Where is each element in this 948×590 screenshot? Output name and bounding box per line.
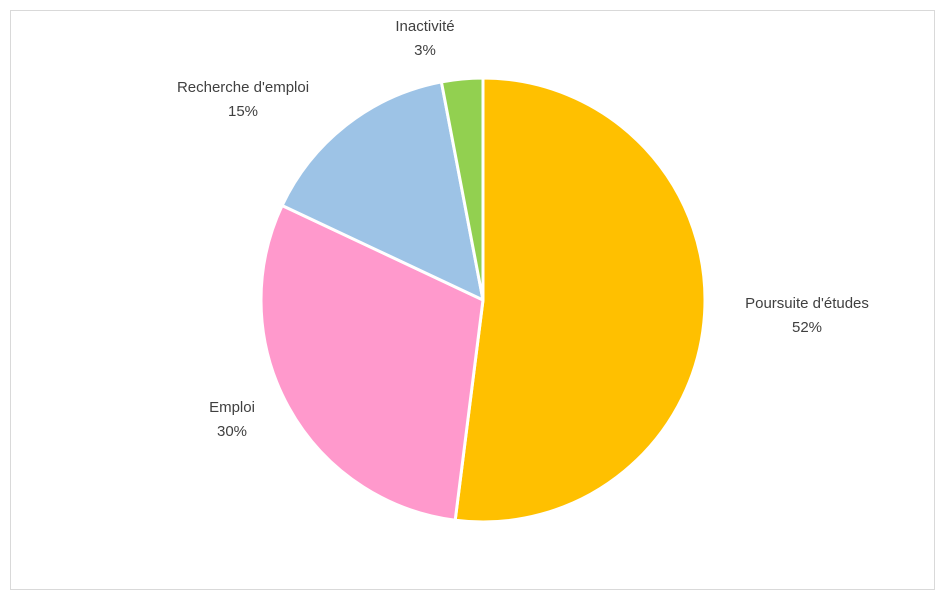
- slice-value-label: 30%: [217, 423, 247, 440]
- slice-value-label: 52%: [792, 319, 822, 336]
- pie-slice-2: [259, 203, 485, 522]
- pie-slice-4: [439, 76, 485, 302]
- slice-label-1: Poursuite d'études 52%: [745, 295, 869, 336]
- pie-slice-1: [453, 76, 707, 524]
- slice-label-3: Recherche d'emploi 15%: [177, 79, 309, 120]
- slice-category-label: Recherche d'emploi: [177, 79, 309, 96]
- slice-category-label: Poursuite d'études: [745, 295, 869, 312]
- slice-category-label: Emploi: [209, 399, 255, 416]
- slice-category-label: Inactivité: [395, 18, 454, 35]
- pie-slices: [259, 76, 707, 524]
- slice-label-4: Inactivité 3%: [395, 18, 454, 59]
- pie-labels: Poursuite d'études 52% Emploi 30% Recherche …: [177, 18, 869, 440]
- slice-value-label: 15%: [228, 103, 258, 120]
- slice-value-label: 3%: [414, 42, 436, 59]
- pie-slice-3: [280, 80, 485, 302]
- slice-label-2: Emploi 30%: [209, 399, 255, 440]
